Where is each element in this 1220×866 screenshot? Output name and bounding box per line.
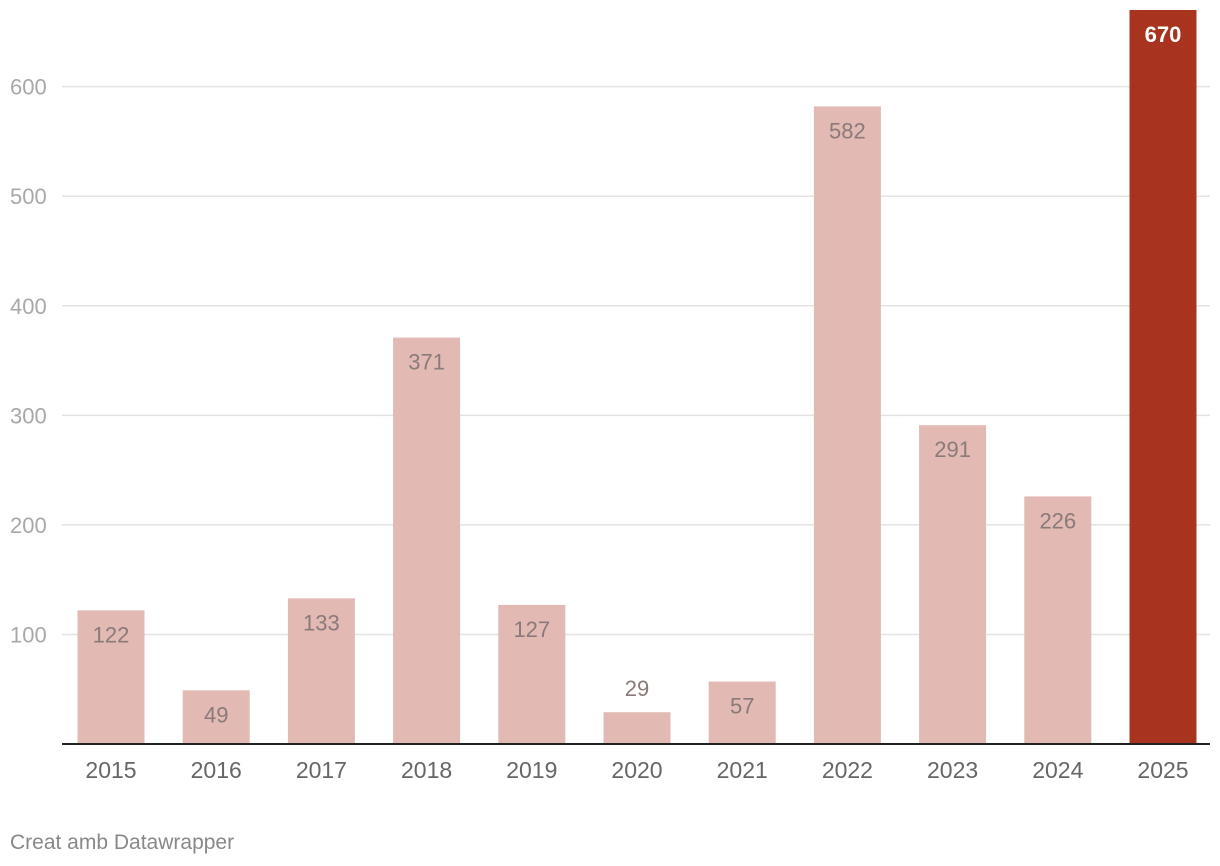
y-tick-label: 400 xyxy=(10,294,47,319)
bar-2019 xyxy=(498,604,566,744)
x-tick-label-2018: 2018 xyxy=(401,757,452,783)
x-tick-label-2021: 2021 xyxy=(717,757,768,783)
value-label-2023: 291 xyxy=(934,437,971,462)
bar-2015 xyxy=(77,610,145,744)
x-tick-label-2020: 2020 xyxy=(611,757,662,783)
value-label-2018: 371 xyxy=(408,350,445,375)
y-tick-label: 500 xyxy=(10,184,47,209)
x-tick-label-2025: 2025 xyxy=(1137,757,1188,783)
value-label-2021: 57 xyxy=(730,694,754,719)
x-tick-label-2019: 2019 xyxy=(506,757,557,783)
x-tick-label-2024: 2024 xyxy=(1032,757,1083,783)
value-label-2017: 133 xyxy=(303,610,340,635)
bar-2024 xyxy=(1024,496,1092,744)
value-label-2015: 122 xyxy=(93,622,130,647)
bar-2025 xyxy=(1129,10,1197,744)
y-tick-label: 300 xyxy=(10,403,47,428)
value-label-2019: 127 xyxy=(513,617,550,642)
bar-2020 xyxy=(603,712,671,744)
x-tick-label-2023: 2023 xyxy=(927,757,978,783)
bar-2018 xyxy=(393,337,461,744)
y-tick-label: 100 xyxy=(10,622,47,647)
bar-2023 xyxy=(919,425,987,744)
x-tick-label-2022: 2022 xyxy=(822,757,873,783)
y-tick-label: 200 xyxy=(10,513,47,538)
value-label-2025: 670 xyxy=(1145,22,1182,47)
value-label-2020: 29 xyxy=(625,676,649,701)
x-tick-label-2017: 2017 xyxy=(296,757,347,783)
bar-chart: 100 200 300 400 500 600 122 2015 49 2016 133 2017 37… xyxy=(10,10,1210,783)
credit-text: Creat amb Datawrapper xyxy=(10,831,235,854)
bar-2016 xyxy=(182,690,250,744)
bar-2021 xyxy=(708,681,776,744)
x-tick-label-2016: 2016 xyxy=(191,757,242,783)
value-label-2022: 582 xyxy=(829,118,866,143)
value-label-2016: 49 xyxy=(204,702,228,727)
value-label-2024: 226 xyxy=(1039,508,1076,533)
y-tick-label: 600 xyxy=(10,75,47,100)
x-tick-label-2015: 2015 xyxy=(85,757,136,783)
bar-2017 xyxy=(287,598,355,744)
bar-2022 xyxy=(813,106,881,745)
